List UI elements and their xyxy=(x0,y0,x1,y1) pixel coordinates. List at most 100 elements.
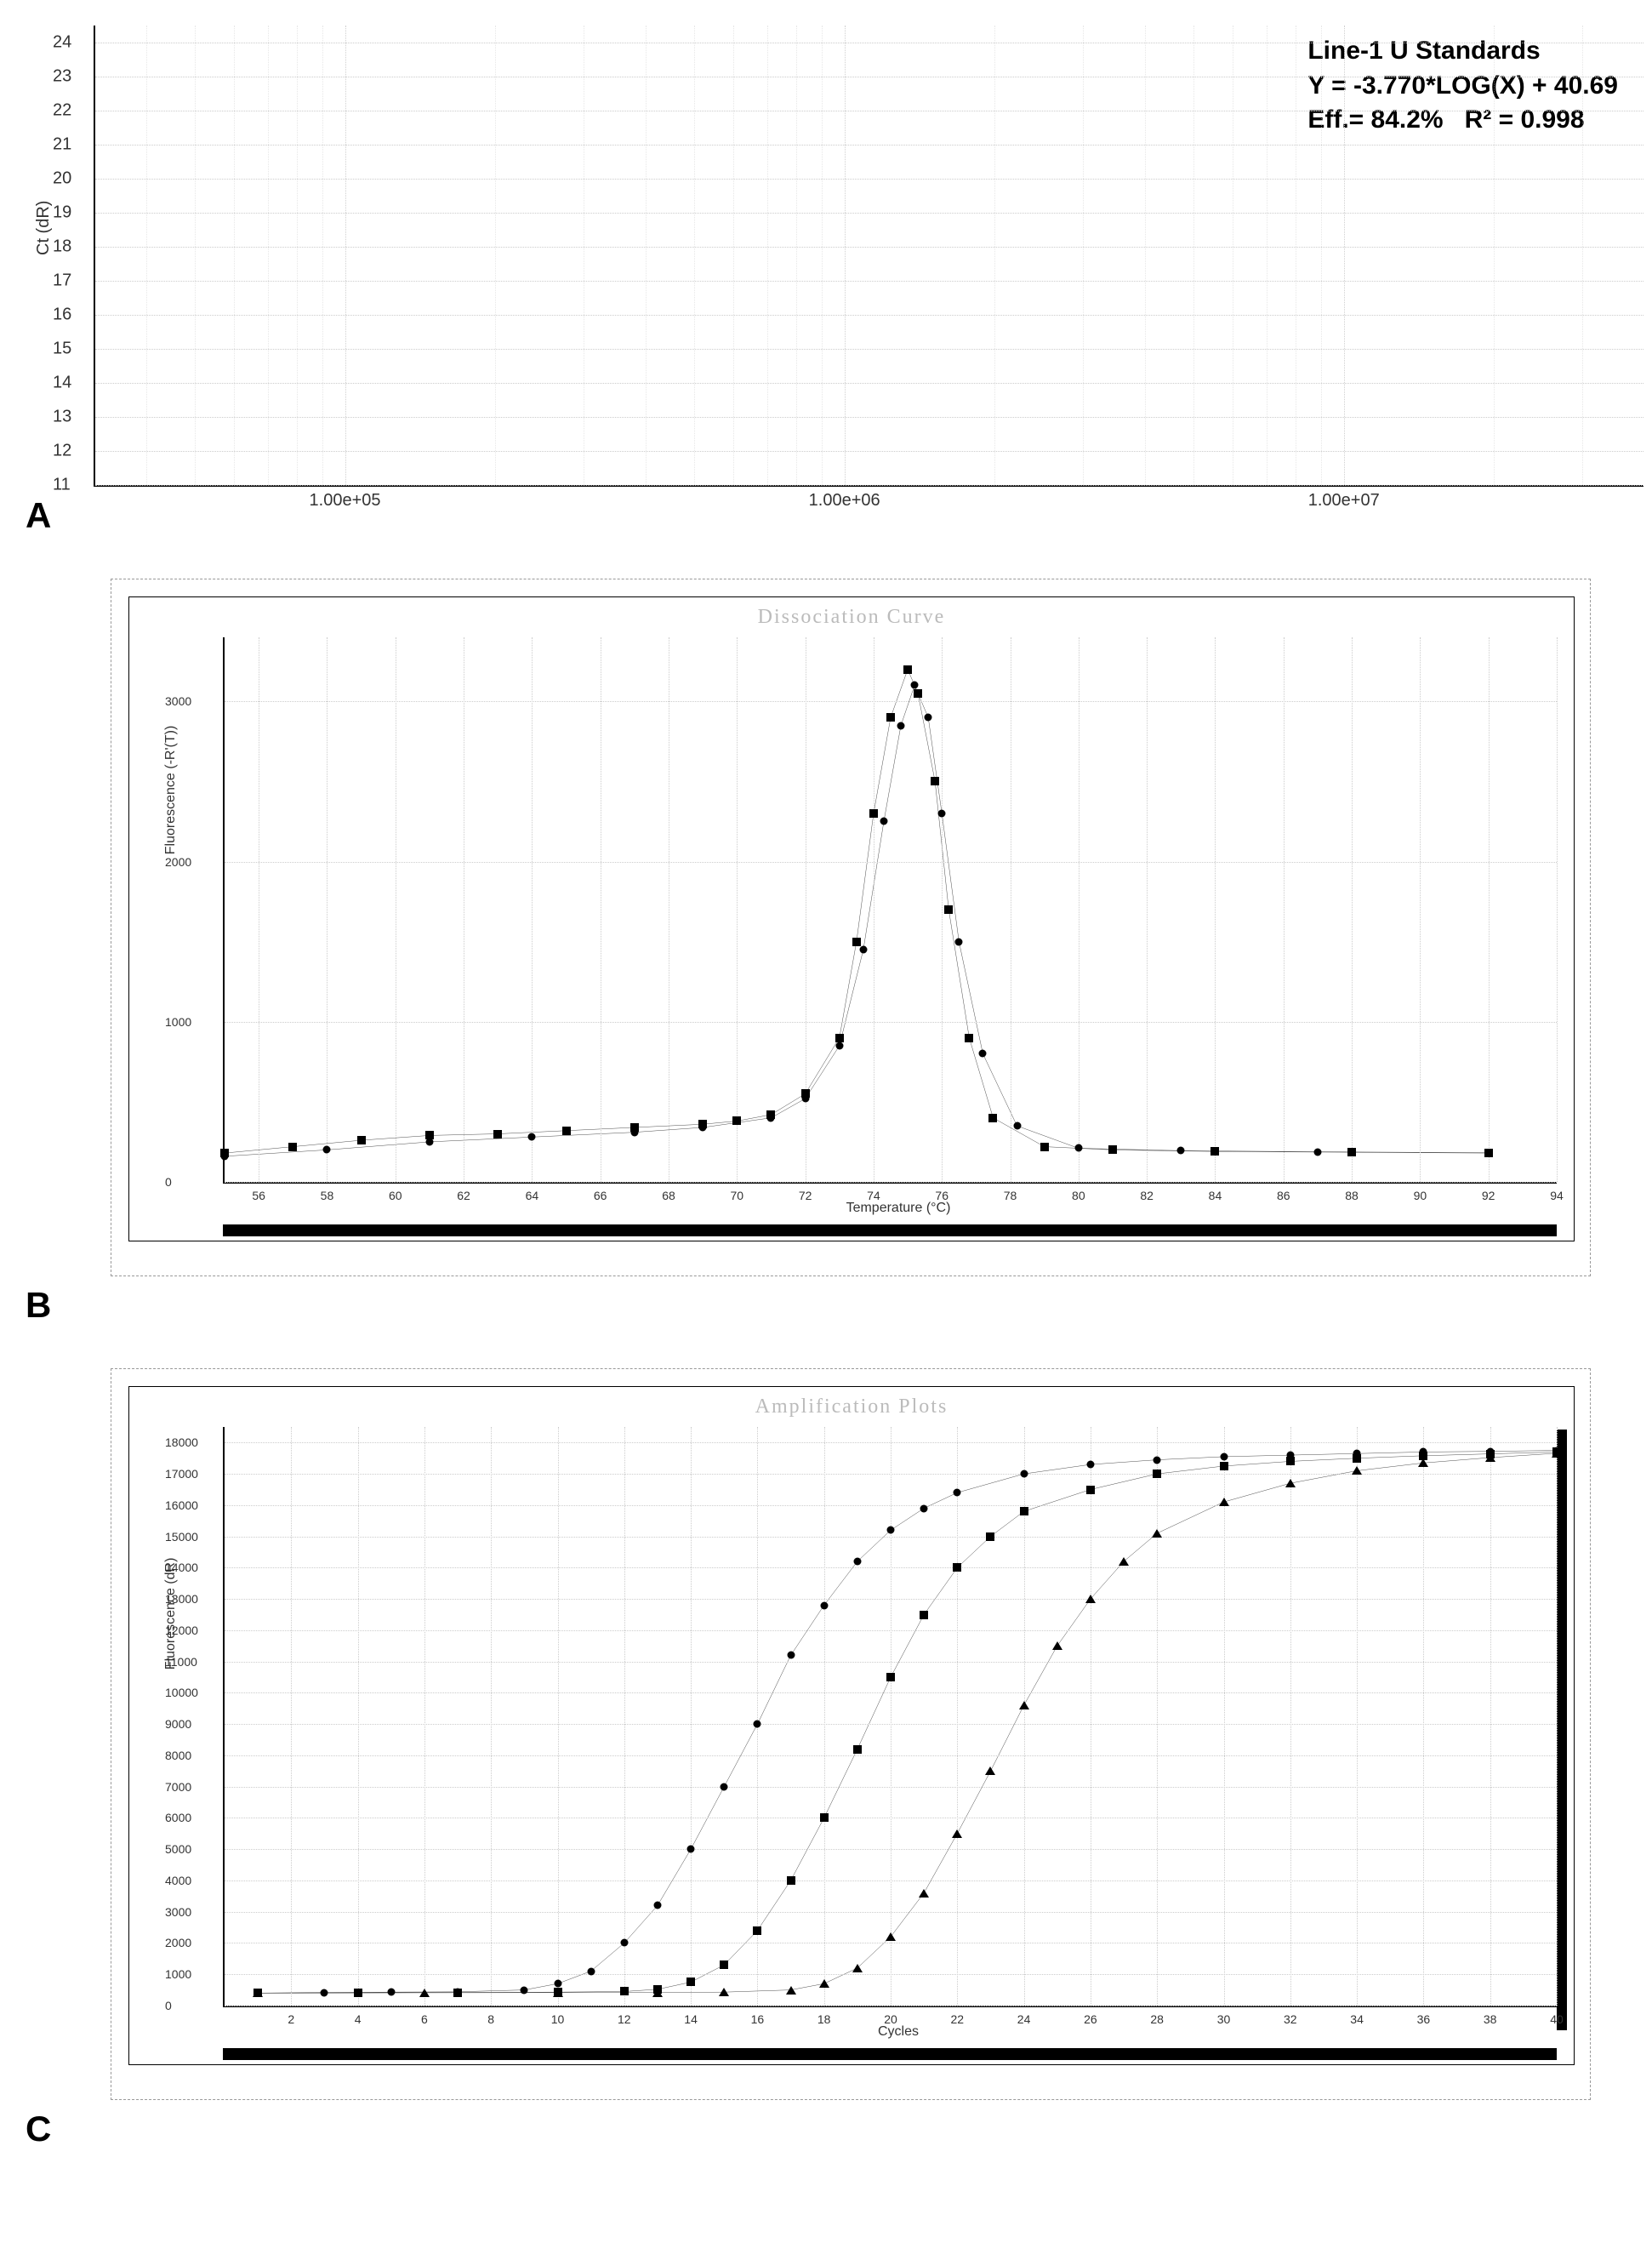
annot-line2: Y = -3.770*LOG(X) + 40.69 xyxy=(1307,69,1618,104)
data-point xyxy=(919,1889,929,1898)
panel-a-plot: Line-1 U Standards Y = -3.770*LOG(X) + 4… xyxy=(94,26,1643,487)
xtick: 8 xyxy=(487,2012,494,2026)
xtick: 56 xyxy=(252,1189,265,1202)
xtick: 72 xyxy=(799,1189,812,1202)
panel-b-inner: Dissociation Curve Fluorescence (-R'(T))… xyxy=(128,596,1575,1241)
data-point xyxy=(288,1143,297,1151)
panel-c-box: Amplification Plots Fluorescence (dR) 01… xyxy=(111,1368,1591,2100)
data-point xyxy=(1285,1479,1296,1487)
data-point xyxy=(887,1527,895,1534)
data-point xyxy=(1352,1466,1362,1475)
data-point xyxy=(835,1034,844,1042)
xtick: 1.00e+05 xyxy=(310,491,381,511)
data-point xyxy=(753,1926,761,1935)
xtick: 90 xyxy=(1414,1189,1427,1202)
data-point xyxy=(955,938,963,945)
ytick: 9000 xyxy=(165,1717,191,1731)
ytick: 18000 xyxy=(165,1435,198,1449)
data-point xyxy=(944,905,953,914)
data-point xyxy=(880,818,887,825)
data-point xyxy=(938,810,946,818)
xtick: 12 xyxy=(618,2012,631,2026)
data-point xyxy=(425,1138,433,1145)
panel-b-shadow xyxy=(223,1224,1557,1236)
data-point xyxy=(985,1766,995,1775)
ytick: 13000 xyxy=(165,1592,198,1606)
ytick: 8000 xyxy=(165,1749,191,1762)
ytick: 15 xyxy=(53,340,71,359)
data-point xyxy=(1020,1507,1028,1515)
ytick: 12000 xyxy=(165,1624,198,1637)
xtick: 20 xyxy=(884,2012,897,2026)
data-point xyxy=(1177,1147,1185,1155)
data-point xyxy=(786,1986,796,1995)
data-point xyxy=(1019,1701,1029,1709)
ytick: 16 xyxy=(53,305,71,325)
data-point xyxy=(1485,1453,1495,1462)
xtick: 18 xyxy=(817,2012,831,2026)
panel-a-annotation: Line-1 U Standards Y = -3.770*LOG(X) + 4… xyxy=(1307,34,1618,138)
data-point xyxy=(897,722,905,729)
xtick: 26 xyxy=(1084,2012,1097,2026)
data-point xyxy=(903,665,912,674)
panel-c-xlabel: Cycles xyxy=(223,2024,1574,2040)
data-point xyxy=(1552,1449,1562,1458)
data-point xyxy=(1152,1529,1162,1538)
data-point xyxy=(221,1152,229,1160)
data-point xyxy=(562,1127,571,1135)
data-point xyxy=(1040,1143,1049,1151)
xtick: 4 xyxy=(355,2012,362,2026)
ytick: 19 xyxy=(53,203,71,223)
data-point xyxy=(528,1133,536,1141)
data-point xyxy=(1347,1148,1356,1156)
data-point xyxy=(521,1986,528,1994)
xtick: 66 xyxy=(594,1189,607,1202)
data-point xyxy=(1086,1461,1094,1469)
data-point xyxy=(554,1980,561,1988)
data-point xyxy=(954,1489,961,1497)
data-point xyxy=(853,1558,861,1566)
ytick: 17 xyxy=(53,271,71,291)
xtick: 84 xyxy=(1209,1189,1222,1202)
panel-c-right-shadow xyxy=(1557,1430,1567,2030)
xtick: 36 xyxy=(1417,2012,1431,2026)
data-point xyxy=(630,1128,638,1136)
xtick: 70 xyxy=(731,1189,744,1202)
data-point xyxy=(988,1114,997,1122)
ytick: 15000 xyxy=(165,1530,198,1544)
ytick: 16000 xyxy=(165,1498,198,1512)
data-point xyxy=(493,1130,502,1139)
xtick: 2 xyxy=(288,2012,294,2026)
data-point xyxy=(686,1978,695,1986)
xtick: 92 xyxy=(1482,1189,1495,1202)
xtick: 1.00e+07 xyxy=(1308,491,1380,511)
data-point xyxy=(853,1745,862,1754)
data-point xyxy=(920,1504,928,1512)
ytick: 12 xyxy=(53,442,71,461)
ytick: 3000 xyxy=(165,1905,191,1919)
data-point xyxy=(1085,1595,1096,1603)
xtick: 30 xyxy=(1217,2012,1231,2026)
ytick: 5000 xyxy=(165,1842,191,1856)
data-point xyxy=(587,1967,595,1975)
panel-a-ylabel: Ct (dR) xyxy=(34,201,54,255)
data-point xyxy=(886,1673,895,1681)
ytick: 20 xyxy=(53,169,71,189)
ytick: 6000 xyxy=(165,1811,191,1824)
xtick: 58 xyxy=(321,1189,334,1202)
data-point xyxy=(553,1989,563,1997)
ytick: 1000 xyxy=(165,1967,191,1981)
ytick: 22 xyxy=(53,101,71,121)
ytick: 24 xyxy=(53,33,71,53)
data-point xyxy=(931,777,939,785)
xtick: 94 xyxy=(1550,1189,1564,1202)
data-point xyxy=(767,1114,775,1121)
ytick: 17000 xyxy=(165,1467,198,1481)
data-point xyxy=(323,1146,331,1154)
xtick: 74 xyxy=(867,1189,880,1202)
ytick: 2000 xyxy=(165,855,191,869)
data-point xyxy=(1153,1470,1161,1478)
ytick: 2000 xyxy=(165,1936,191,1949)
data-point xyxy=(620,1939,628,1947)
data-point xyxy=(852,938,861,946)
